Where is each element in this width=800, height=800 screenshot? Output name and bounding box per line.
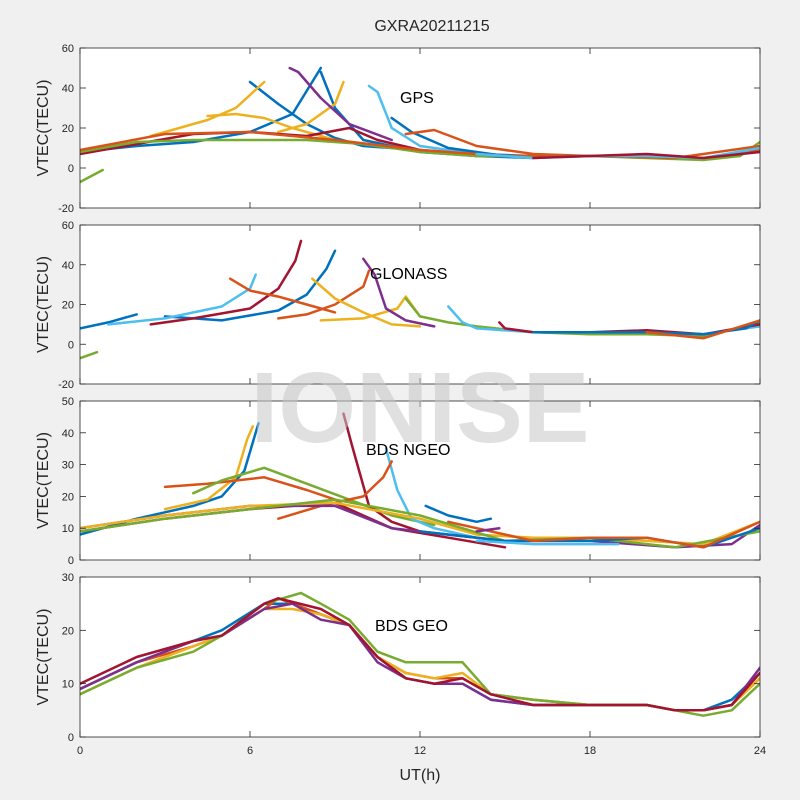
y-tick-label: -20 [58, 203, 74, 215]
series-line-15 [475, 539, 620, 546]
panel-label: BDS NGEO [366, 442, 450, 459]
series-line-1 [80, 313, 138, 330]
panel-label: BDS GEO [375, 618, 448, 635]
series-line-5 [228, 277, 337, 314]
series-line-16 [475, 526, 501, 533]
series-line-3 [107, 273, 257, 326]
y-tick-label: 20 [62, 625, 74, 637]
y-tick-label: 40 [62, 83, 74, 95]
series-line-7 [277, 460, 393, 520]
plot-area [80, 577, 760, 737]
series-line-12 [80, 138, 760, 162]
series-line-16 [532, 150, 760, 160]
x-tick-label: 12 [414, 745, 426, 757]
series-line-14 [80, 350, 99, 360]
panel-bds-geo: 0 10 20 30 0 6 12 18 24 VTEC(TECU) BDS GEO [35, 572, 766, 757]
x-tick-label: 18 [584, 745, 596, 757]
series-line-12 [80, 498, 760, 549]
y-tick-label: 10 [62, 523, 74, 535]
series-line-9 [390, 116, 507, 158]
y-tick-label: 0 [68, 732, 74, 744]
y-axis-label: VTEC(TECU) [35, 80, 52, 177]
series-line-6 [277, 80, 345, 134]
series-line-7 [288, 66, 393, 142]
series-line-13 [80, 168, 104, 184]
x-axis-label: UT(h) [400, 767, 441, 784]
series-line-13 [532, 319, 760, 336]
x-tick-label: 0 [77, 745, 83, 757]
y-tick-label: 60 [62, 220, 74, 232]
series-line-6 [277, 269, 371, 320]
figure-title: GXRA20211215 [374, 18, 489, 35]
series-line-6 [384, 447, 478, 539]
y-axis-label: VTEC(TECU) [35, 609, 52, 706]
series-line-1 [80, 66, 323, 154]
panel-label: GLONASS [370, 266, 447, 283]
y-axis-label: VTEC(TECU) [35, 432, 52, 529]
y-tick-label: 40 [62, 428, 74, 440]
series-group [80, 412, 760, 549]
y-tick-label: 30 [62, 460, 74, 472]
plot-area [80, 225, 760, 384]
series-line-5 [149, 80, 266, 138]
series-line-4 [192, 466, 436, 527]
y-tick-label: 60 [62, 43, 74, 55]
series-line-6 [80, 597, 760, 712]
series-line-2 [163, 249, 337, 322]
y-tick-label: 30 [62, 572, 74, 584]
series-line-8 [424, 504, 493, 524]
y-axis-label: VTEC(TECU) [35, 256, 52, 353]
x-tick-label: 6 [247, 745, 253, 757]
series-line-14 [447, 520, 760, 549]
plot-area [80, 48, 760, 208]
y-tick-label: 10 [62, 679, 74, 691]
series-line-3 [163, 476, 337, 501]
panel-gps: -20 0 20 40 60 VTEC(TECU) GPS [35, 43, 761, 215]
y-tick-label: 0 [68, 163, 74, 175]
x-tick-label: 24 [754, 745, 766, 757]
series-group [80, 66, 760, 184]
y-tick-label: 20 [62, 491, 74, 503]
panel-glonass: -20 0 20 40 60 VTEC(TECU) GLONASS [35, 220, 761, 391]
panel-label: GPS [400, 90, 434, 107]
series-line-9 [362, 257, 436, 328]
series-group [80, 591, 760, 717]
series-line-4 [149, 239, 303, 326]
y-tick-label: 20 [62, 123, 74, 135]
series-line-14 [80, 130, 760, 160]
y-tick-label: 50 [62, 396, 74, 408]
panel-bds-ngeo: 0 10 20 30 40 50 VTEC(TECU) BDS NGEO [35, 396, 761, 567]
watermark: IONISE [251, 352, 590, 464]
series-group [80, 239, 760, 360]
y-tick-label: 0 [68, 555, 74, 567]
y-tick-label: -20 [58, 379, 74, 391]
y-tick-label: 40 [62, 260, 74, 272]
y-tick-label: 0 [68, 339, 74, 351]
series-line-15 [645, 319, 760, 340]
series-line-7 [311, 277, 422, 328]
y-tick-label: 20 [62, 300, 74, 312]
